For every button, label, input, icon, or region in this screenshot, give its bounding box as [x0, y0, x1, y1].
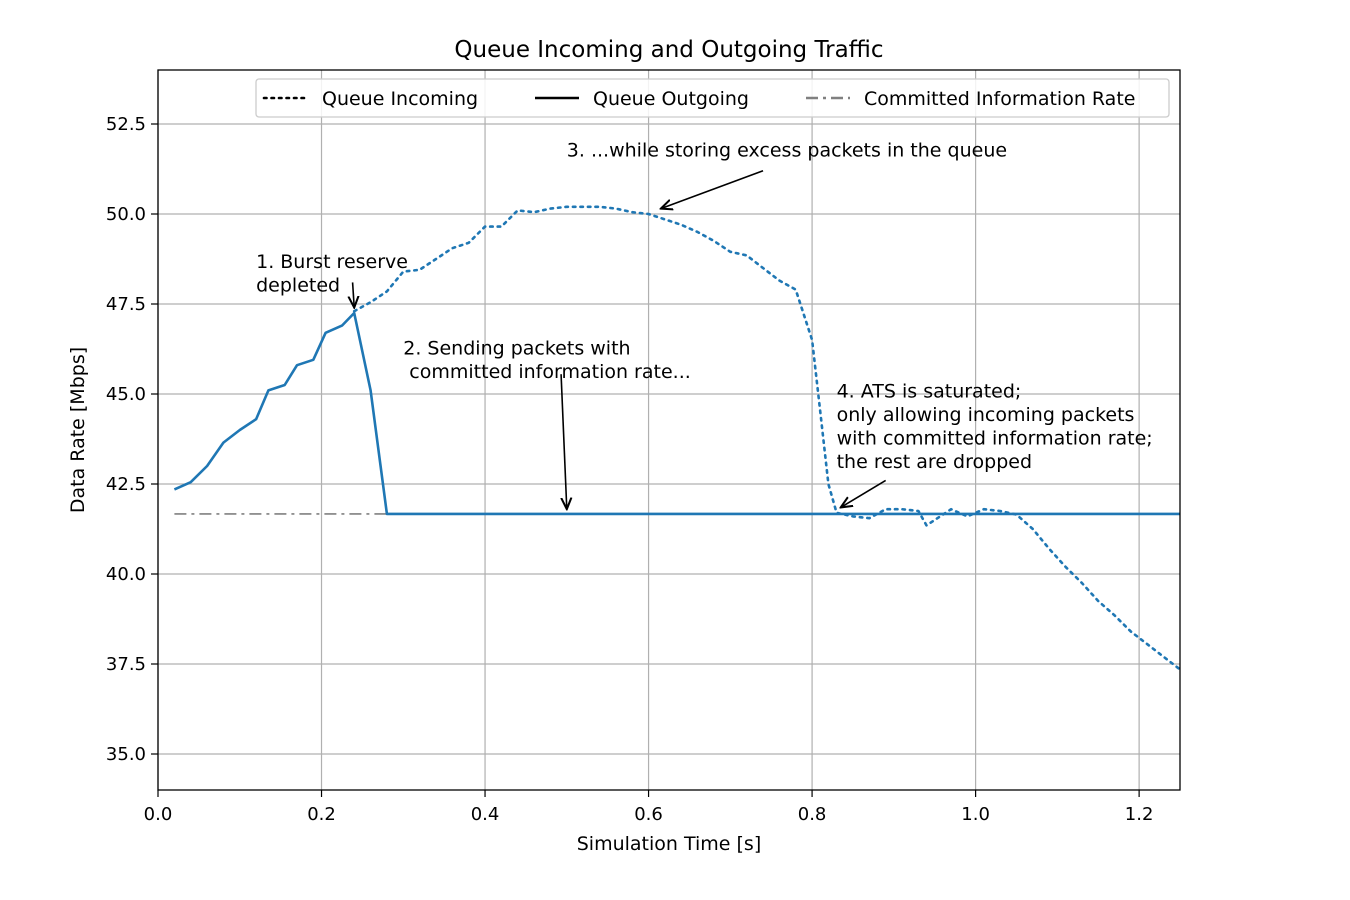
legend-label: Queue Outgoing: [593, 88, 749, 110]
y-tick-label: 37.5: [106, 654, 146, 675]
annotation-line: 1. Burst reserve: [256, 251, 408, 273]
legend-label: Queue Incoming: [322, 88, 478, 110]
annotation-arrow: [841, 479, 887, 507]
x-tick-label: 1.0: [961, 804, 990, 825]
y-tick-label: 50.0: [106, 204, 146, 225]
annotations: 1. Burst reserve depleted 2. Sending packe…: [256, 139, 1153, 509]
series-group: [173, 205, 1182, 671]
series-line-queue-outgoing: [173, 311, 1180, 516]
annotation-line: depleted: [256, 275, 340, 297]
annotation-line: with committed information rate;: [837, 428, 1153, 450]
x-tick-label: 0.6: [634, 804, 663, 825]
annotation-line: 2. Sending packets with: [403, 337, 630, 359]
y-tick-label: 35.0: [106, 744, 146, 765]
annotation-line: committed information rate...: [403, 361, 691, 383]
annotation-line: the rest are dropped: [837, 451, 1032, 473]
y-axis-label: Data Rate [Mbps]: [67, 347, 89, 513]
y-tick-label: 47.5: [106, 294, 146, 315]
annotation-line: 4. ATS is saturated;: [837, 381, 1022, 403]
y-tick-label: 40.0: [106, 564, 146, 585]
y-tick-label: 52.5: [106, 114, 146, 135]
annotation-text: 4. ATS is saturated; only allowing incomi…: [837, 381, 1153, 474]
annotation-line: 3. ...while storing excess packets in th…: [567, 139, 1007, 161]
y-tick-label: 42.5: [106, 474, 146, 495]
y-tick-label: 45.0: [106, 384, 146, 405]
x-tick-label: 1.2: [1125, 804, 1154, 825]
legend-label: Committed Information Rate: [864, 88, 1135, 110]
x-tick-label: 0.8: [798, 804, 827, 825]
annotation-text: 3. ...while storing excess packets in th…: [567, 139, 1007, 161]
grid-lines: [157, 70, 1180, 790]
x-axis-label: Simulation Time [s]: [577, 833, 762, 855]
x-tick-label: 0.0: [144, 804, 173, 825]
x-tick-label: 0.2: [307, 804, 336, 825]
legend: Queue Incoming Queue Outgoing Committed In…: [255, 78, 1170, 118]
chart-title: Queue Incoming and Outgoing Traffic: [454, 37, 883, 63]
annotation-line: only allowing incoming packets: [837, 404, 1135, 426]
annotation-arrow: [353, 282, 355, 307]
axis-ticks: 0.0 0.2 0.4 0.6 0.8 1.0 1.2 35.0 37.5 40.0 42.5 45.…: [106, 114, 1154, 825]
annotation-arrow: [560, 374, 567, 509]
annotation-text: 2. Sending packets with committed inform…: [403, 337, 691, 383]
plot-frame: [157, 69, 1181, 791]
annotation-arrow: [661, 170, 764, 209]
series-line-queue-incoming: [352, 205, 1182, 671]
legend-box: [255, 78, 1170, 118]
x-tick-label: 0.4: [471, 804, 500, 825]
annotation-text: 1. Burst reserve depleted: [256, 251, 408, 297]
